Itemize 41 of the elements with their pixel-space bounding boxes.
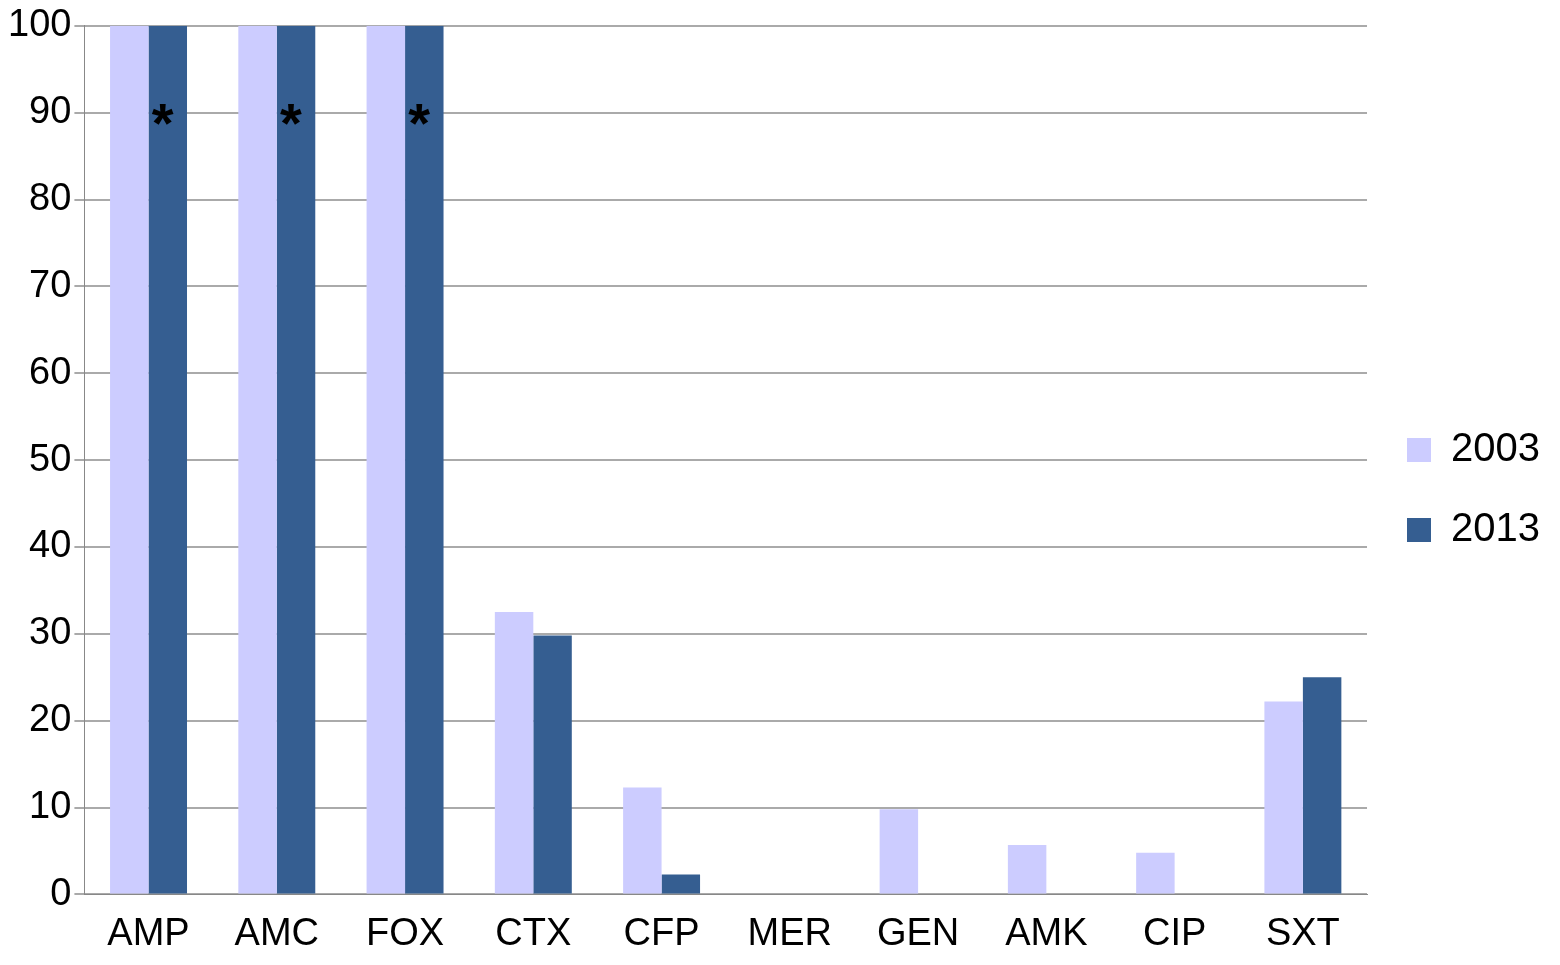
bar	[1007, 844, 1047, 894]
bar	[1136, 852, 1175, 894]
annotation: *	[408, 91, 431, 155]
annotation: *	[151, 91, 174, 155]
x-tick-label: MER	[747, 910, 833, 953]
y-tick-label: 30	[29, 610, 72, 653]
bar	[533, 635, 572, 894]
bar	[405, 25, 444, 894]
y-tick-label: 70	[29, 262, 72, 305]
bar	[276, 25, 316, 894]
bar	[238, 25, 277, 894]
x-tick-label: GEN	[876, 910, 960, 953]
legend-label: 2013	[1451, 505, 1540, 550]
y-tick-label: 50	[29, 436, 72, 479]
bar	[494, 612, 534, 894]
bar	[110, 25, 149, 894]
bar	[623, 787, 662, 894]
bar	[366, 25, 406, 894]
y-tick-label: 40	[29, 523, 72, 566]
bar	[1264, 701, 1303, 894]
x-tick-label: AMC	[234, 910, 320, 953]
x-tick-label: FOX	[365, 910, 445, 953]
x-tick-label: CFP	[623, 910, 700, 953]
bar	[661, 874, 701, 894]
legend-label: 2003	[1451, 425, 1540, 470]
x-tick-label: SXT	[1265, 910, 1340, 953]
bar	[1302, 677, 1342, 894]
y-tick-label: 0	[50, 870, 72, 913]
y-tick-label: 100	[8, 2, 72, 45]
y-tick-label: 80	[29, 176, 72, 218]
x-tick-label: AMK	[1005, 910, 1088, 953]
y-tick-label: 90	[29, 89, 72, 132]
x-tick-label: CIP	[1142, 910, 1207, 953]
x-tick-label: CTX	[495, 910, 572, 953]
annotation: *	[280, 91, 302, 155]
y-tick-label: 60	[29, 349, 72, 392]
x-tick-label: AMP	[107, 910, 190, 953]
y-tick-label: 20	[29, 697, 72, 740]
bar	[879, 809, 919, 894]
y-tick-label: 10	[29, 784, 72, 827]
bar	[148, 25, 188, 894]
